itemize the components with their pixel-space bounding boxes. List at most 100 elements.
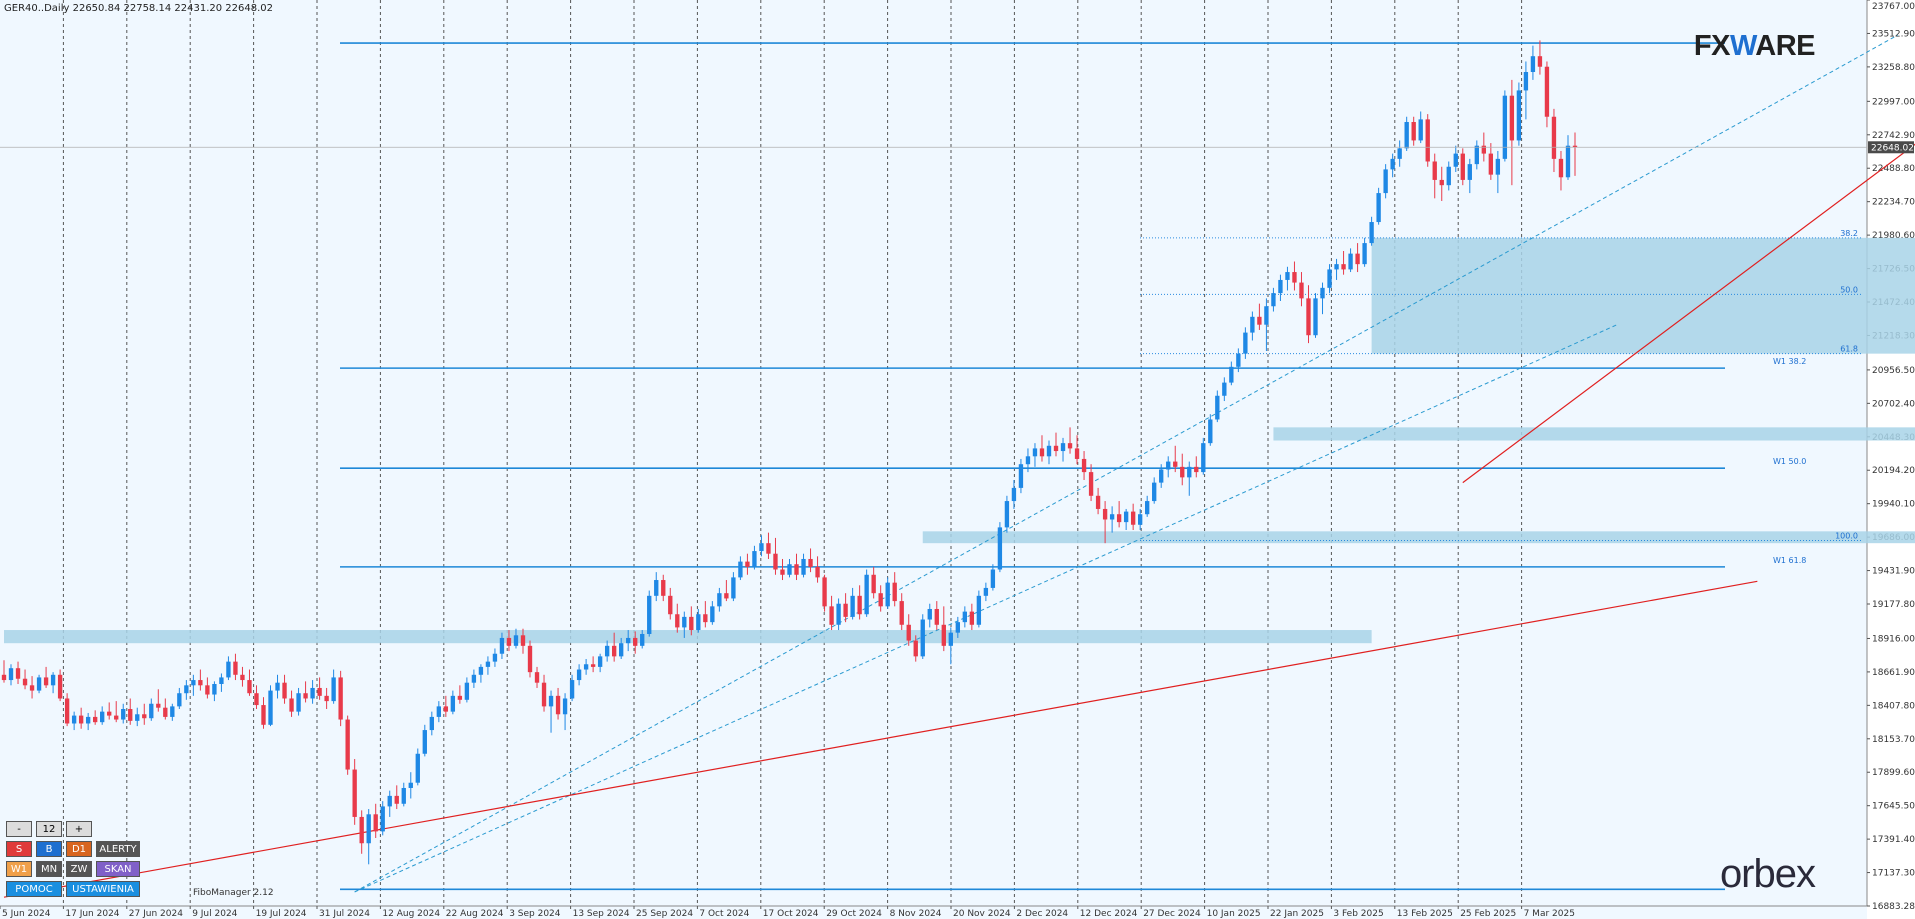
candle-body [640, 633, 645, 646]
candle-body [1334, 264, 1339, 270]
decrease-button[interactable]: - [6, 821, 32, 837]
candle [1222, 377, 1227, 402]
candle-body [1004, 501, 1010, 528]
candle-body [1, 674, 7, 681]
time-label: 7 Mar 2025 [1524, 909, 1575, 919]
candle-body [759, 543, 764, 552]
candle-body [619, 643, 624, 657]
candle-body [443, 706, 449, 712]
candle-body [1159, 469, 1164, 483]
candle [1544, 61, 1550, 128]
candle [990, 564, 996, 591]
time-label: 12 Aug 2024 [382, 909, 440, 919]
settings-button[interactable]: USTAWIENIA [66, 881, 140, 897]
candle [576, 664, 582, 686]
candle [170, 703, 175, 721]
candle-body [1292, 272, 1297, 283]
candle-body [499, 637, 505, 654]
help-button[interactable]: POMOC [6, 881, 62, 897]
candle [1025, 448, 1031, 473]
candle [422, 724, 427, 757]
candle [534, 666, 540, 688]
candle-body [710, 606, 715, 623]
candle-body [163, 707, 168, 717]
candle-body [338, 677, 343, 720]
chart-header: GER40..Daily 22650.84 22758.14 22431.20 … [4, 3, 273, 14]
candle [1425, 114, 1430, 167]
candle [1411, 116, 1416, 146]
candle-body [520, 635, 526, 646]
candle [892, 572, 897, 607]
candle-body [1320, 287, 1325, 299]
candle [1208, 414, 1213, 446]
candle [499, 632, 505, 659]
candle [156, 689, 161, 712]
candle [1446, 161, 1451, 191]
time-label: 31 Jul 2024 [319, 909, 370, 919]
candle-body [268, 690, 273, 725]
candle [149, 698, 154, 721]
candle [1467, 158, 1472, 194]
time-label: 7 Oct 2024 [699, 909, 749, 919]
candle-body [1067, 443, 1073, 449]
candle [212, 681, 217, 702]
scan-button[interactable]: SKAN [96, 861, 140, 877]
candle-body [1257, 316, 1262, 325]
zw-button[interactable]: ZW [66, 861, 92, 877]
sell-button[interactable]: S [6, 841, 32, 857]
candle-body [1467, 164, 1472, 180]
mn-button[interactable]: MN [36, 861, 62, 877]
candle-body [198, 680, 203, 686]
candle-body [548, 695, 554, 707]
candle [759, 535, 764, 557]
increase-button[interactable]: + [66, 821, 92, 837]
candle [8, 664, 14, 686]
alerts-button[interactable]: ALERTY [96, 841, 140, 857]
candle-body [948, 632, 953, 646]
candle [506, 630, 512, 652]
candle [583, 658, 589, 675]
candle-body [1060, 443, 1066, 452]
candle [717, 587, 722, 612]
w1-button[interactable]: W1 [6, 861, 32, 877]
candle [135, 707, 140, 727]
fib-level-label: 100.0 [1835, 532, 1858, 541]
orbex-logo: orbex [1719, 852, 1816, 896]
candle-body [1039, 448, 1045, 457]
candle-body [878, 593, 883, 607]
buy-button[interactable]: B [36, 841, 62, 857]
candle [1215, 390, 1220, 423]
candle-body [43, 677, 49, 686]
candle-body [597, 656, 603, 667]
candle [661, 574, 666, 602]
candle-body [1446, 166, 1451, 186]
candle [626, 630, 631, 652]
candle [878, 585, 883, 612]
candle [324, 687, 329, 710]
candle-body [906, 624, 911, 641]
candle [562, 693, 568, 731]
candle [1516, 82, 1522, 146]
candle-body [324, 695, 329, 702]
candle [261, 697, 266, 729]
candle [50, 672, 56, 694]
candle [457, 685, 463, 704]
candle [450, 690, 456, 715]
candle [184, 680, 189, 700]
candle [1390, 153, 1395, 178]
candle [1383, 164, 1388, 199]
price-label: 22488.80 [1872, 164, 1915, 174]
candle-body [661, 580, 666, 596]
price-label: 20702.40 [1872, 399, 1915, 409]
lot-value[interactable]: 12 [36, 821, 62, 837]
candle-body [1187, 466, 1192, 478]
price-label: 21980.60 [1872, 231, 1915, 241]
candle [843, 593, 848, 623]
candle [1137, 508, 1143, 531]
candle-body [1572, 145, 1578, 148]
candle [1530, 45, 1536, 80]
time-label: 22 Aug 2024 [446, 909, 504, 919]
candle [976, 590, 982, 628]
timeframe-button[interactable]: D1 [66, 841, 92, 857]
